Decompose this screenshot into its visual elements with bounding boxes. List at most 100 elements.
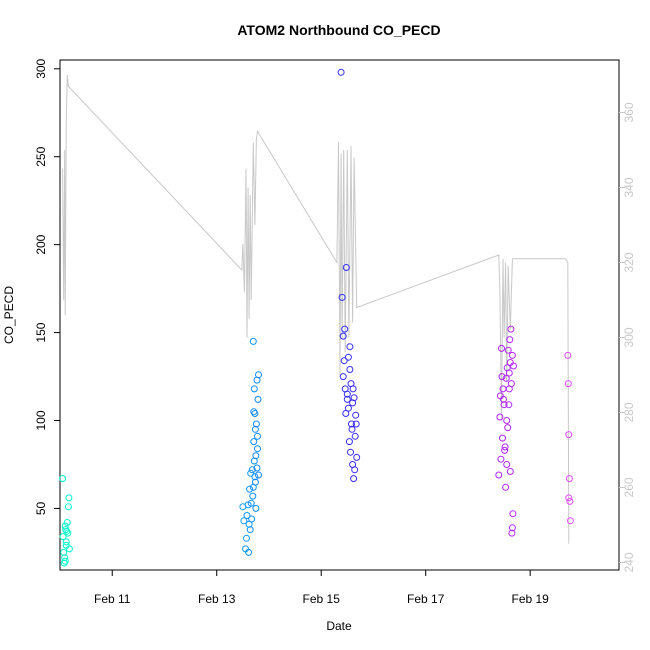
data-point-68 xyxy=(349,399,357,407)
x-tick-label-1: Feb 13 xyxy=(198,592,236,606)
data-point-27 xyxy=(250,438,258,446)
data-point-54 xyxy=(341,325,349,333)
data-point-75 xyxy=(351,466,359,474)
data-point-14 xyxy=(61,554,69,562)
data-point-42 xyxy=(253,464,261,472)
data-point-119 xyxy=(566,517,574,525)
data-point-114 xyxy=(564,380,572,388)
data-point-111 xyxy=(508,351,516,359)
y2-tick-label-2: 280 xyxy=(622,402,636,422)
data-point-52 xyxy=(338,293,346,301)
data-point-112 xyxy=(510,362,517,370)
data-point-17 xyxy=(240,517,248,525)
data-point-30 xyxy=(251,425,259,433)
data-point-106 xyxy=(502,374,510,382)
data-point-113 xyxy=(564,351,572,359)
data-point-56 xyxy=(339,373,347,381)
data-point-117 xyxy=(565,494,573,502)
data-point-39 xyxy=(250,408,258,416)
data-point-2 xyxy=(59,533,67,541)
data-point-116 xyxy=(565,475,573,483)
data-point-90 xyxy=(504,346,512,354)
data-point-83 xyxy=(498,344,505,352)
data-point-73 xyxy=(348,425,356,433)
secondary-line-path xyxy=(62,74,570,544)
y-tick-label-4: 250 xyxy=(34,146,48,166)
data-point-89 xyxy=(503,417,511,424)
data-point-87 xyxy=(501,443,509,451)
data-point-0 xyxy=(59,475,67,483)
data-point-77 xyxy=(346,343,354,351)
data-point-62 xyxy=(346,366,354,373)
data-point-23 xyxy=(243,512,251,519)
y-tick-label-3: 200 xyxy=(34,234,48,254)
y2-tick-label-0: 240 xyxy=(622,552,636,572)
data-point-88 xyxy=(503,461,511,468)
data-point-101 xyxy=(501,446,509,454)
y2-tick-label-3: 300 xyxy=(622,327,636,347)
data-point-46 xyxy=(246,526,254,534)
data-point-94 xyxy=(508,529,516,537)
secondary-series-line xyxy=(62,74,570,544)
data-point-53 xyxy=(339,332,347,340)
data-point-105 xyxy=(500,395,507,403)
data-point-22 xyxy=(246,485,254,493)
y-axis-left: 50 100 150 200 250 300 xyxy=(34,58,60,515)
data-point-48 xyxy=(250,457,258,465)
y-axis-label: CO_PECD xyxy=(2,286,16,344)
x-axis-label: Date xyxy=(326,619,352,633)
y2-tick-label-6: 360 xyxy=(622,102,636,122)
data-point-81 xyxy=(495,471,503,479)
data-point-44 xyxy=(247,499,255,507)
data-point-36 xyxy=(254,395,262,403)
data-point-28 xyxy=(250,385,258,393)
data-point-45 xyxy=(245,548,253,556)
data-point-72 xyxy=(345,438,353,446)
data-point-61 xyxy=(344,353,352,361)
data-point-95 xyxy=(508,524,516,532)
data-point-9 xyxy=(64,529,72,537)
data-point-31 xyxy=(252,504,260,512)
data-point-6 xyxy=(63,519,71,526)
data-point-26 xyxy=(249,337,257,345)
data-point-19 xyxy=(243,534,250,542)
data-point-102 xyxy=(499,434,506,442)
data-point-32 xyxy=(252,420,260,428)
data-point-97 xyxy=(506,468,514,475)
y2-tick-label-4: 320 xyxy=(622,252,636,272)
data-point-69 xyxy=(352,411,360,419)
data-point-13 xyxy=(65,545,73,553)
data-point-115 xyxy=(565,431,573,439)
data-point-99 xyxy=(504,424,512,432)
plot-frame xyxy=(59,59,620,571)
x-tick-label-0: Feb 11 xyxy=(94,592,131,606)
data-point-100 xyxy=(502,483,510,491)
data-point-70 xyxy=(353,453,361,461)
data-point-25 xyxy=(248,466,256,474)
data-point-57 xyxy=(340,357,348,365)
data-point-24 xyxy=(247,469,255,477)
data-point-110 xyxy=(507,380,515,388)
data-point-15 xyxy=(62,526,70,534)
data-point-34 xyxy=(254,432,261,440)
data-point-49 xyxy=(251,478,259,486)
data-point-76 xyxy=(352,420,360,428)
y2-tick-label-1: 260 xyxy=(622,477,636,497)
y-tick-label-0: 50 xyxy=(34,501,48,515)
data-point-5 xyxy=(62,538,70,546)
data-point-29 xyxy=(251,410,259,417)
chart-title: ATOM2 Northbound CO_PECD xyxy=(237,22,440,38)
data-point-108 xyxy=(505,401,513,409)
data-point-96 xyxy=(509,510,517,518)
data-point-4 xyxy=(60,548,68,556)
data-point-51 xyxy=(337,68,345,76)
x-axis: Feb 11 Feb 13 Feb 15 Feb 17 Feb 19 xyxy=(94,570,549,606)
data-point-86 xyxy=(500,401,508,409)
x-tick-label-3: Feb 17 xyxy=(407,592,445,606)
data-point-93 xyxy=(507,325,515,333)
data-point-7 xyxy=(61,557,69,565)
data-point-43 xyxy=(255,471,262,479)
data-point-74 xyxy=(349,385,357,393)
data-point-55 xyxy=(342,264,350,271)
